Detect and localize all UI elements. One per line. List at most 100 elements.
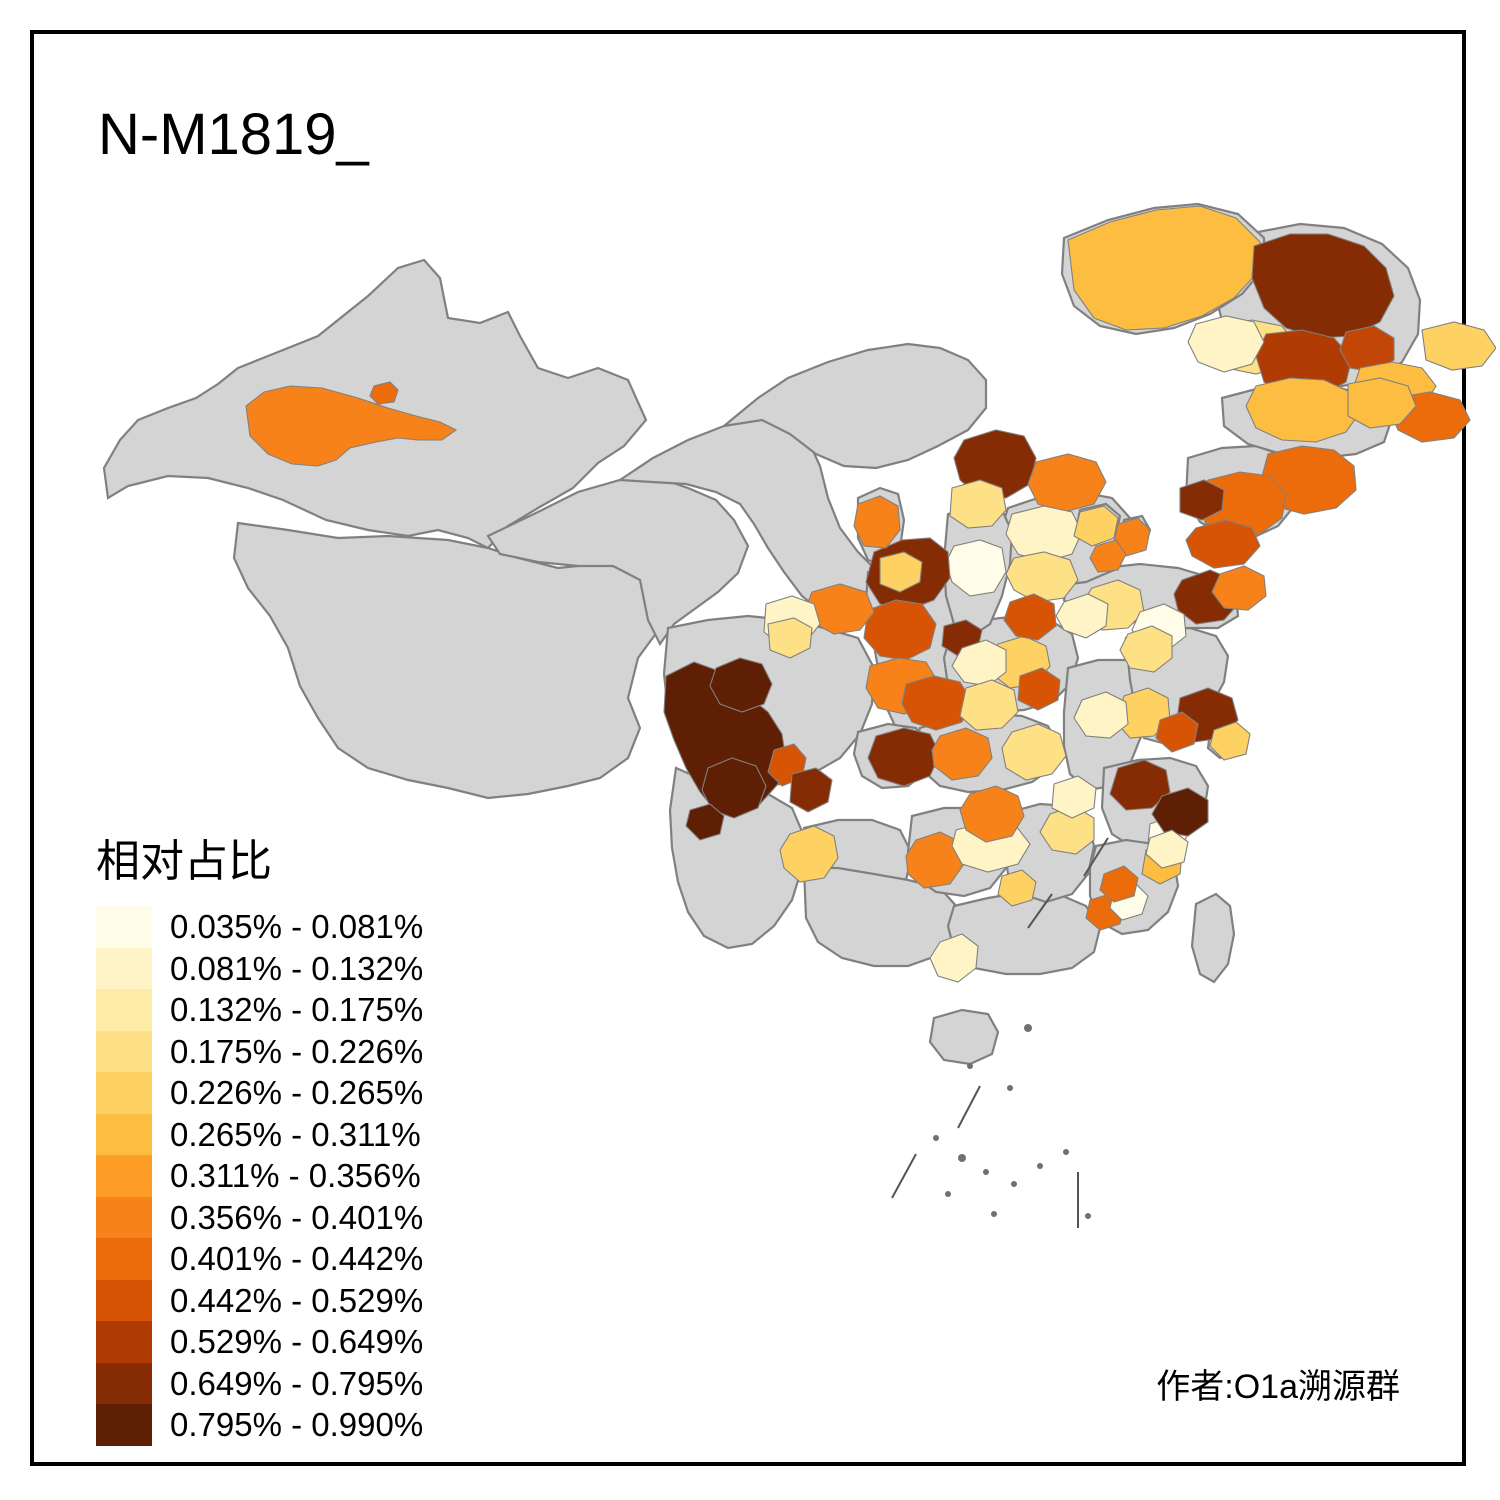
- legend-label: 0.226% - 0.265%: [170, 1074, 424, 1112]
- region-changchun: [1245, 377, 1361, 443]
- region-heihe: [1251, 233, 1395, 339]
- region-tacheng: [245, 385, 458, 467]
- region-shuangyashan: [1421, 321, 1496, 371]
- region-liangshan: [701, 757, 767, 819]
- region-wuhan: [1001, 723, 1067, 781]
- islands-layer: [933, 1024, 1091, 1219]
- region-yinchuan: [853, 495, 901, 549]
- legend-row[interactable]: 0.081% - 0.132%: [96, 947, 496, 989]
- china-choropleth-map[interactable]: [68, 68, 1496, 1496]
- legend-swatch: [96, 989, 152, 1031]
- region-ningbo: [1151, 787, 1209, 837]
- legend-row[interactable]: 0.649% - 0.795%: [96, 1362, 496, 1404]
- south-china-sea-layer: [891, 837, 1109, 1228]
- region-hulunbuir: [1067, 205, 1261, 331]
- legend-label: 0.649% - 0.795%: [170, 1364, 424, 1402]
- region-aba: [709, 657, 773, 713]
- region-chongqing-city: [867, 727, 941, 787]
- legend-row[interactable]: 0.175% - 0.226%: [96, 1030, 496, 1072]
- legend-items: 0.035% - 0.081% 0.081% - 0.132% 0.132% - 0…: [96, 906, 496, 1446]
- legend-swatch: [96, 1113, 152, 1155]
- island-dot-10: [1085, 1213, 1091, 1219]
- legend-swatch: [96, 1196, 152, 1238]
- region-haidong: [767, 617, 813, 659]
- region-jiujiang: [1051, 775, 1097, 819]
- legend-swatch: [96, 1404, 152, 1446]
- legend-row[interactable]: 0.442% - 0.529%: [96, 1279, 496, 1321]
- province-hainan: [928, 1008, 1000, 1066]
- island-dot-11: [991, 1211, 997, 1217]
- legend-label: 0.356% - 0.401%: [170, 1198, 424, 1236]
- region-baoding: [1005, 505, 1083, 563]
- legend-row[interactable]: 0.356% - 0.401%: [96, 1196, 496, 1238]
- legend-label: 0.265% - 0.311%: [170, 1115, 421, 1153]
- legend-label: 0.175% - 0.226%: [170, 1032, 424, 1070]
- legend-row[interactable]: 0.132% - 0.175%: [96, 989, 496, 1031]
- legend-swatch: [96, 1072, 152, 1114]
- legend-label: 0.529% - 0.649%: [170, 1323, 424, 1361]
- legend-swatch: [96, 1155, 152, 1197]
- island-dot-5: [958, 1154, 966, 1162]
- region-daxinganling: [1187, 315, 1265, 373]
- region-yulin-gx: [997, 869, 1037, 907]
- legend-row[interactable]: 0.265% - 0.311%: [96, 1113, 496, 1155]
- region-nanyang: [959, 679, 1019, 731]
- region-anyang: [1003, 593, 1057, 641]
- island-dot-7: [1011, 1181, 1017, 1187]
- region-shanghai-city: [1209, 721, 1251, 761]
- region-zhaotong: [779, 825, 839, 883]
- region-beijing-city: [1073, 505, 1119, 547]
- region-panzhihua: [685, 803, 725, 841]
- region-xinyang: [1017, 667, 1061, 711]
- legend-row[interactable]: 0.311% - 0.356%: [96, 1155, 496, 1197]
- island-dot-1: [1024, 1024, 1032, 1032]
- legend-label: 0.081% - 0.132%: [170, 949, 424, 987]
- region-ili-exclave: [369, 381, 399, 405]
- island-dot-9: [1063, 1149, 1069, 1155]
- region-luoyang: [951, 639, 1007, 687]
- region-leshan: [789, 767, 833, 813]
- island-dot-3: [1007, 1085, 1013, 1091]
- region-qingyang: [879, 551, 923, 593]
- legend-row[interactable]: 0.529% - 0.649%: [96, 1321, 496, 1363]
- region-changsha: [959, 785, 1025, 843]
- data-regions-layer[interactable]: [245, 205, 1496, 983]
- region-guiyang: [905, 831, 965, 889]
- region-dalian: [1185, 519, 1261, 569]
- legend-row[interactable]: 0.795% - 0.990%: [96, 1404, 496, 1446]
- region-chaoyang: [1179, 479, 1225, 521]
- legend-title: 相对占比: [96, 837, 272, 886]
- region-yanbian: [1347, 377, 1417, 429]
- nine-dash-4: [891, 1153, 917, 1199]
- region-dezhou: [1055, 593, 1109, 639]
- legend-row[interactable]: 0.226% - 0.265%: [96, 1072, 496, 1114]
- map-layers: [102, 202, 1496, 1228]
- region-langfang: [1089, 539, 1127, 573]
- island-dot-12: [945, 1191, 951, 1197]
- legend-label: 0.795% - 0.990%: [170, 1406, 424, 1444]
- region-zhanjiang: [929, 933, 979, 983]
- island-dot-6: [983, 1169, 989, 1175]
- author-credit: 作者:O1a溯源群: [1156, 1368, 1400, 1406]
- nine-dash-3: [957, 1085, 981, 1129]
- legend-swatch: [96, 1279, 152, 1321]
- legend-row[interactable]: 0.035% - 0.081%: [96, 906, 496, 948]
- legend-row[interactable]: 0.401% - 0.442%: [96, 1238, 496, 1280]
- map-frame: N-M1819_: [30, 30, 1496, 1466]
- legend: 相对占比 0.035% - 0.081% 0.081% - 0.132% 0.132…: [96, 840, 496, 1446]
- island-dot-4: [933, 1135, 939, 1141]
- legend-label: 0.311% - 0.356%: [170, 1157, 421, 1195]
- nine-dash-2: [1027, 893, 1053, 929]
- legend-label: 0.401% - 0.442%: [170, 1240, 424, 1278]
- legend-swatch: [96, 1321, 152, 1363]
- region-yichang: [931, 727, 993, 781]
- region-wuxi: [1155, 711, 1199, 753]
- region-meizhou: [1099, 865, 1139, 903]
- legend-swatch: [96, 906, 152, 948]
- nine-dash-1: [1083, 837, 1109, 877]
- legend-label: 0.442% - 0.529%: [170, 1281, 424, 1319]
- legend-swatch: [96, 1238, 152, 1280]
- region-wenzhou: [1145, 829, 1189, 869]
- island-dot-2: [967, 1063, 973, 1069]
